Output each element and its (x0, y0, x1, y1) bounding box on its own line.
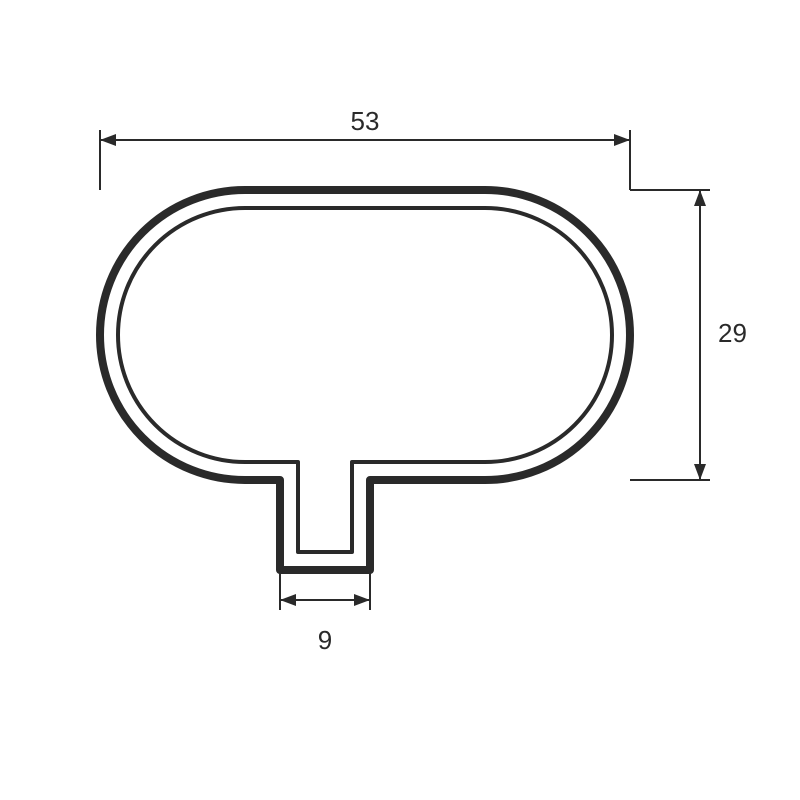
part-outer-contour (100, 190, 630, 570)
dimension-arrowhead (354, 594, 370, 606)
part-inner-contour (118, 208, 612, 552)
dimension-slot-label: 9 (318, 625, 332, 655)
dimension-arrowhead (100, 134, 116, 146)
dimension-height-label: 29 (718, 318, 747, 348)
dimension-arrowhead (694, 464, 706, 480)
dimension-arrowhead (280, 594, 296, 606)
dimension-arrowhead (694, 190, 706, 206)
dimension-width-label: 53 (351, 106, 380, 136)
technical-drawing: 53 29 9 (0, 0, 800, 800)
dimension-arrowhead (614, 134, 630, 146)
